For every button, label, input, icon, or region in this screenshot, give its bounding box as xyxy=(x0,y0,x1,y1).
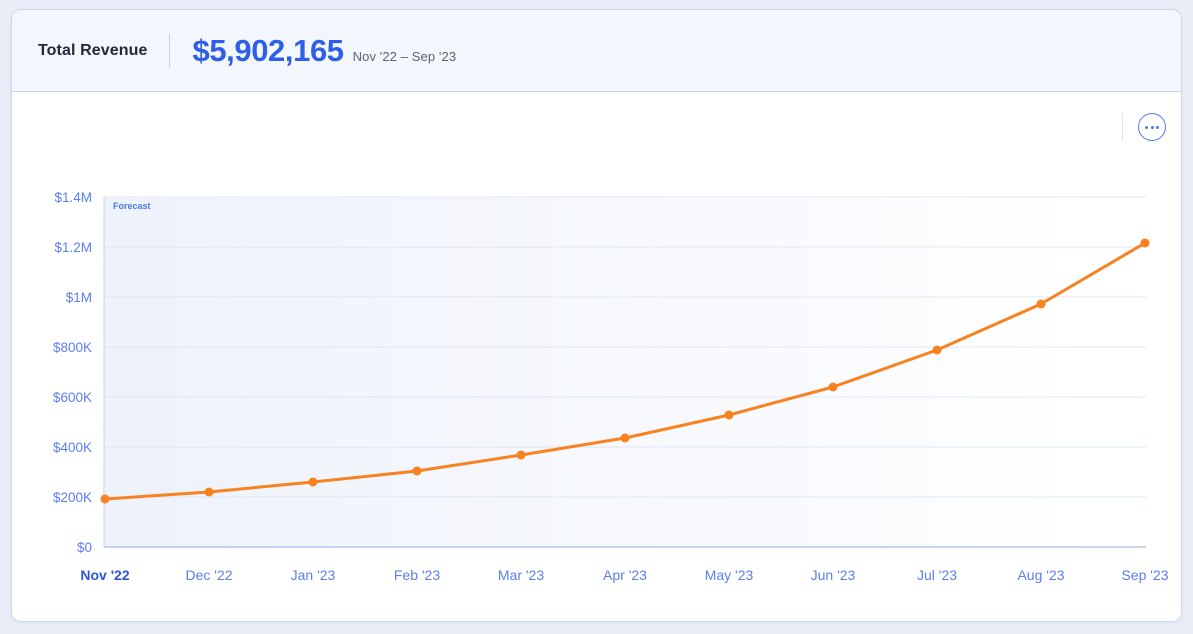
amount-group: $5,902,165 Nov '22 – Sep '23 xyxy=(192,33,456,69)
data-point[interactable] xyxy=(932,345,942,355)
card-body: $0 $200K $400K $600K $800K $1M $1.2M $1.4M Forec… xyxy=(12,92,1181,621)
x-axis-label: Sep '23 xyxy=(1121,567,1168,583)
data-point[interactable] xyxy=(1140,238,1150,248)
x-axis-label: May '23 xyxy=(705,567,754,583)
data-point[interactable] xyxy=(308,477,318,487)
y-axis-label: $1M xyxy=(66,290,92,305)
data-point[interactable] xyxy=(620,433,630,443)
date-range: Nov '22 – Sep '23 xyxy=(352,48,457,64)
data-point[interactable] xyxy=(100,494,110,504)
x-axis-label: Nov '22 xyxy=(80,567,129,583)
x-axis-label: Apr '23 xyxy=(603,567,647,583)
x-axis-label: Jul '23 xyxy=(917,567,957,583)
data-point[interactable] xyxy=(1036,299,1046,309)
header-divider xyxy=(169,33,171,68)
y-axis-label: $600K xyxy=(53,390,92,405)
y-axis-label: $1.4M xyxy=(54,190,92,205)
revenue-card: Total Revenue $5,902,165 Nov '22 – Sep '… xyxy=(11,9,1182,622)
data-point[interactable] xyxy=(412,466,422,476)
card-header: Total Revenue $5,902,165 Nov '22 – Sep '… xyxy=(12,10,1181,92)
data-point[interactable] xyxy=(516,450,526,460)
y-axis-label: $0 xyxy=(77,540,92,555)
x-axis-label: Jun '23 xyxy=(811,567,856,583)
x-axis-label: Jan '23 xyxy=(291,567,336,583)
card-title: Total Revenue xyxy=(38,41,148,59)
x-axis-label: Mar '23 xyxy=(498,567,544,583)
data-point[interactable] xyxy=(204,487,214,497)
y-axis-label: $200K xyxy=(53,490,92,505)
y-axis-label: $400K xyxy=(53,440,92,455)
plot-area xyxy=(104,197,1146,547)
forecast-label: Forecast xyxy=(113,201,151,211)
data-point[interactable] xyxy=(724,410,734,420)
data-point[interactable] xyxy=(828,382,838,392)
y-axis-label: $800K xyxy=(53,340,92,355)
ellipsis-icon xyxy=(1145,125,1159,129)
x-axis-label: Aug '23 xyxy=(1017,567,1064,583)
revenue-line-chart[interactable]: $0 $200K $400K $600K $800K $1M $1.2M $1.4M Forec… xyxy=(12,92,1181,621)
x-axis-label: Feb '23 xyxy=(394,567,440,583)
toolbar-divider xyxy=(1122,113,1123,141)
y-axis-label: $1.2M xyxy=(54,240,92,255)
total-revenue-value: $5,902,165 xyxy=(192,32,344,68)
x-axis-label: Dec '22 xyxy=(185,567,232,583)
more-options-button[interactable] xyxy=(1138,113,1166,141)
